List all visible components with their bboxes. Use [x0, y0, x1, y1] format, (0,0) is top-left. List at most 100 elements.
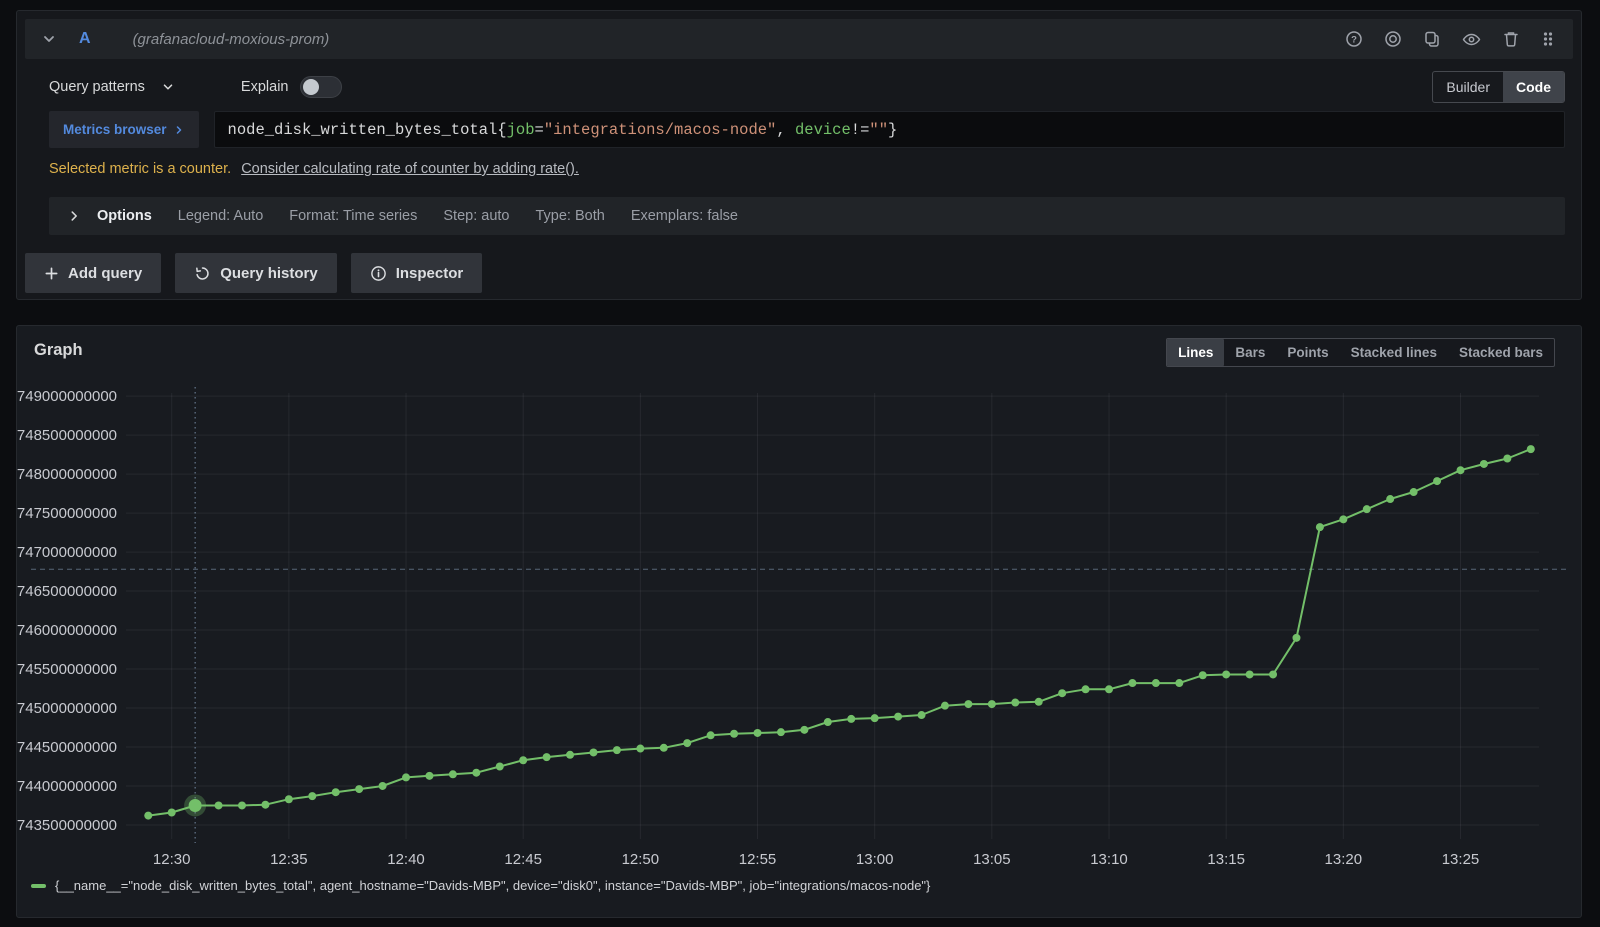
query-token: "" — [869, 120, 888, 139]
data-point[interactable] — [1011, 698, 1020, 707]
data-point[interactable] — [1503, 454, 1512, 463]
data-point[interactable] — [519, 756, 528, 765]
query-token: "integrations/macos-node" — [543, 120, 777, 139]
data-point[interactable] — [1058, 689, 1067, 698]
data-point[interactable] — [589, 748, 598, 757]
data-point[interactable] — [612, 746, 621, 755]
data-point[interactable] — [566, 750, 575, 759]
viewmode-stacked-lines[interactable]: Stacked lines — [1350, 345, 1437, 360]
viewmode-bars[interactable]: Bars — [1235, 345, 1266, 360]
data-point[interactable] — [659, 743, 668, 752]
data-point[interactable] — [847, 714, 856, 723]
time-series-chart[interactable]: 743500000000 744000000000 744500000000 7450… — [17, 382, 1583, 878]
trash-icon[interactable] — [1502, 30, 1520, 48]
data-point[interactable] — [1269, 670, 1278, 679]
code-mode-button[interactable]: Code — [1503, 72, 1564, 102]
data-point[interactable] — [495, 762, 504, 771]
data-point[interactable] — [1386, 495, 1395, 504]
data-point[interactable] — [355, 785, 364, 794]
legend-item[interactable]: {__name__="node_disk_written_bytes_total… — [31, 878, 930, 893]
data-point[interactable] — [261, 800, 270, 809]
data-point[interactable] — [1479, 459, 1488, 468]
data-point[interactable] — [917, 711, 926, 720]
data-point[interactable] — [1409, 488, 1418, 497]
highlighted-data-point[interactable] — [188, 798, 202, 812]
data-point[interactable] — [1198, 671, 1207, 680]
data-point[interactable] — [1151, 679, 1160, 688]
data-point[interactable] — [402, 773, 411, 782]
data-point[interactable] — [753, 728, 762, 737]
chevron-down-icon[interactable] — [161, 80, 175, 94]
data-point[interactable] — [1362, 505, 1371, 514]
data-point[interactable] — [1105, 685, 1114, 694]
data-point[interactable] — [284, 795, 293, 804]
collapse-chevron-down-icon[interactable] — [41, 31, 57, 47]
query-toolbar: Query patterns Explain Builder Code — [25, 69, 1573, 105]
data-point[interactable] — [1526, 445, 1535, 454]
data-point[interactable] — [448, 770, 457, 779]
data-point[interactable] — [472, 768, 481, 777]
data-point[interactable] — [894, 712, 903, 721]
data-point[interactable] — [870, 714, 879, 723]
data-point[interactable] — [1339, 515, 1348, 524]
viewmode-lines[interactable]: Lines — [1167, 339, 1225, 366]
data-point[interactable] — [1034, 697, 1043, 706]
x-axis-tick-label: 12:50 — [622, 851, 660, 868]
options-row[interactable]: Options Legend: Auto Format: Time series… — [49, 197, 1565, 235]
data-point[interactable] — [1292, 633, 1301, 642]
builder-mode-button[interactable]: Builder — [1446, 79, 1490, 95]
data-point[interactable] — [214, 801, 223, 810]
data-point[interactable] — [167, 808, 176, 817]
data-point[interactable] — [331, 788, 340, 797]
data-point[interactable] — [1222, 670, 1231, 679]
data-point[interactable] — [706, 731, 715, 740]
data-point[interactable] — [1456, 466, 1465, 475]
data-point[interactable] — [1433, 477, 1442, 486]
data-point[interactable] — [800, 725, 809, 734]
data-point[interactable] — [636, 744, 645, 753]
data-point[interactable] — [987, 700, 996, 709]
viewmode-stacked-bars[interactable]: Stacked bars — [1458, 345, 1543, 360]
data-point[interactable] — [823, 718, 832, 727]
metrics-browser-button[interactable]: Metrics browser — [49, 111, 199, 148]
drag-handle-icon[interactable] — [1541, 30, 1555, 48]
data-point[interactable] — [940, 701, 949, 710]
data-point[interactable] — [1175, 679, 1184, 688]
query-patterns-dropdown[interactable]: Query patterns — [49, 79, 145, 95]
data-point[interactable] — [542, 753, 551, 762]
query-token: , — [776, 120, 795, 139]
data-point[interactable] — [308, 792, 317, 801]
add-query-button[interactable]: Add query — [25, 253, 162, 293]
data-point[interactable] — [1245, 670, 1254, 679]
y-axis-tick-label: 747500000000 — [17, 505, 117, 522]
eye-icon[interactable] — [1462, 30, 1481, 49]
data-point[interactable] — [237, 801, 246, 810]
record-circle-icon[interactable] — [1384, 30, 1402, 48]
data-point[interactable] — [776, 728, 785, 737]
y-axis-tick-label: 746000000000 — [17, 622, 117, 639]
data-point[interactable] — [1081, 685, 1090, 694]
data-point[interactable] — [730, 729, 739, 738]
query-history-button[interactable]: Query history — [175, 253, 337, 293]
x-axis-tick-label: 13:15 — [1207, 851, 1245, 868]
inspector-button[interactable]: Inspector — [350, 253, 483, 293]
add-rate-link[interactable]: Consider calculating rate of counter by … — [241, 161, 579, 177]
data-point[interactable] — [425, 771, 434, 780]
viewmode-points[interactable]: Points — [1287, 345, 1329, 360]
data-point[interactable] — [964, 700, 973, 709]
data-point[interactable] — [378, 781, 387, 790]
explain-toggle[interactable] — [300, 76, 343, 98]
query-row-header[interactable]: A (grafanacloud-moxious-prom) ? — [25, 19, 1573, 59]
x-axis-tick-label: 12:35 — [270, 851, 308, 868]
copy-icon[interactable] — [1423, 30, 1441, 48]
data-point[interactable] — [683, 739, 692, 748]
data-point[interactable] — [144, 811, 153, 820]
data-point[interactable] — [1315, 523, 1324, 532]
options-format: Format: Time series — [289, 208, 418, 224]
graph-panel: Graph Lines Bars Points Stacked lines St… — [16, 325, 1582, 918]
metrics-browser-label: Metrics browser — [63, 122, 167, 137]
promql-query-input[interactable]: node_disk_written_bytes_total{job = "integ… — [213, 111, 1565, 148]
data-point[interactable] — [1128, 679, 1137, 688]
help-icon[interactable]: ? — [1345, 30, 1363, 48]
options-chevron-right-icon[interactable] — [67, 209, 81, 223]
